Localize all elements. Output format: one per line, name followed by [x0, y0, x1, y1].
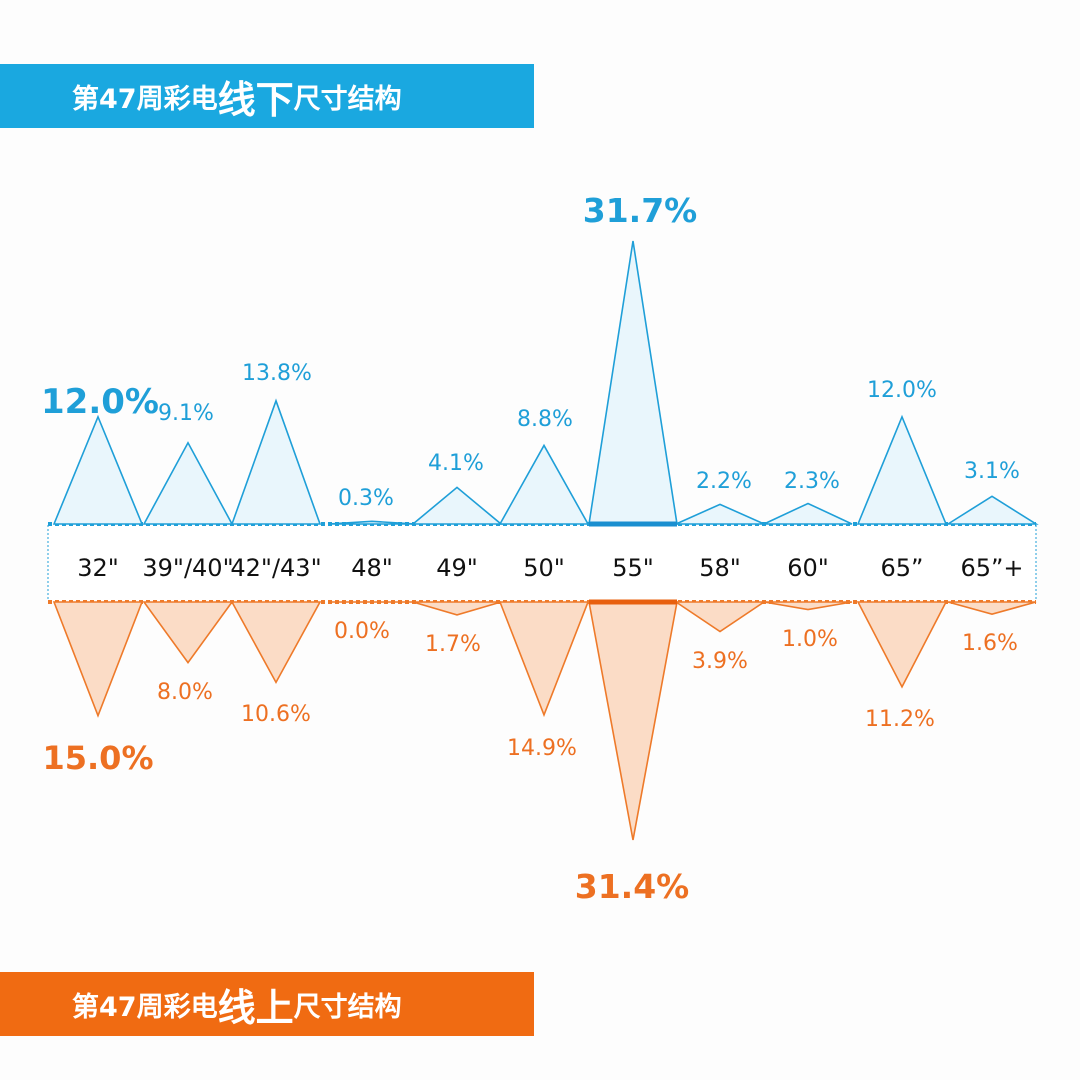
offline-value-label: 12.0% [41, 382, 159, 422]
online-triangle [673, 601, 767, 633]
online-triangle [412, 601, 502, 616]
offline-title-post: 尺寸结构 [293, 83, 402, 115]
offline-title-banner: 第47周彩电线下尺寸结构 [0, 64, 534, 128]
offline-value-label: 31.7% [583, 191, 698, 230]
offline-triangle [763, 502, 853, 525]
offline-triangle [142, 441, 234, 525]
online-value-label: 0.0% [334, 619, 390, 644]
online-value-label: 11.2% [865, 707, 935, 732]
online-triangle [142, 601, 234, 664]
offline-title-big2: 下 [255, 77, 294, 122]
category-label: 65”+ [960, 554, 1023, 582]
online-title-pre: 第47周彩电 [72, 991, 218, 1023]
offline-triangle [410, 486, 504, 525]
online-value-label: 1.0% [782, 627, 838, 652]
category-label: 60" [787, 554, 829, 582]
offline-value-label: 2.2% [696, 469, 752, 494]
offline-value-label: 3.1% [964, 459, 1020, 484]
offline-value-label: 8.8% [517, 407, 573, 432]
category-label: 32" [77, 554, 119, 582]
offline-value-label: 13.8% [242, 361, 312, 386]
offline-title-big1: 线 [217, 77, 256, 122]
online-value-label: 3.9% [692, 649, 748, 674]
category-label: 48" [351, 554, 393, 582]
offline-value-label: 0.3% [338, 486, 394, 511]
category-label: 39"/40" [142, 554, 233, 582]
online-triangle [947, 601, 1037, 615]
online-title-banner: 第47周彩电线上尺寸结构 [0, 972, 534, 1036]
offline-triangle [675, 503, 765, 525]
online-triangle [856, 601, 948, 689]
category-label: 42"/43" [230, 554, 321, 582]
category-label: 65” [881, 554, 924, 582]
category-label: 50" [523, 554, 565, 582]
online-triangle [763, 601, 853, 611]
category-label: 55" [612, 554, 654, 582]
offline-triangle [52, 414, 144, 525]
online-value-label: 1.6% [962, 631, 1018, 656]
online-title-big1: 线 [217, 985, 256, 1030]
offline-triangle [327, 520, 417, 525]
online-triangle [498, 601, 590, 718]
offline-triangle [588, 240, 678, 525]
online-triangle [588, 601, 678, 841]
online-value-label: 31.4% [575, 867, 690, 906]
online-value-label: 15.0% [42, 739, 153, 777]
category-band [48, 524, 1036, 602]
offline-value-label: 4.1% [428, 451, 484, 476]
offline-triangle [230, 398, 322, 525]
online-value-label: 10.6% [241, 702, 311, 727]
online-triangle [230, 601, 322, 685]
online-value-label: 1.7% [425, 632, 481, 657]
online-value-label: 14.9% [507, 736, 577, 761]
offline-triangle [498, 443, 590, 525]
category-label: 58" [699, 554, 741, 582]
offline-triangle [945, 495, 1039, 525]
offline-title-pre: 第47周彩电 [72, 83, 218, 115]
category-label: 49" [436, 554, 478, 582]
offline-value-label: 9.1% [158, 401, 214, 426]
online-title-post: 尺寸结构 [293, 991, 402, 1023]
online-triangle [52, 601, 144, 718]
offline-value-label: 12.0% [867, 378, 937, 403]
online-title-big2: 上 [255, 985, 294, 1030]
offline-value-label: 2.3% [784, 469, 840, 494]
offline-triangle [856, 414, 948, 525]
online-value-label: 8.0% [157, 680, 213, 705]
